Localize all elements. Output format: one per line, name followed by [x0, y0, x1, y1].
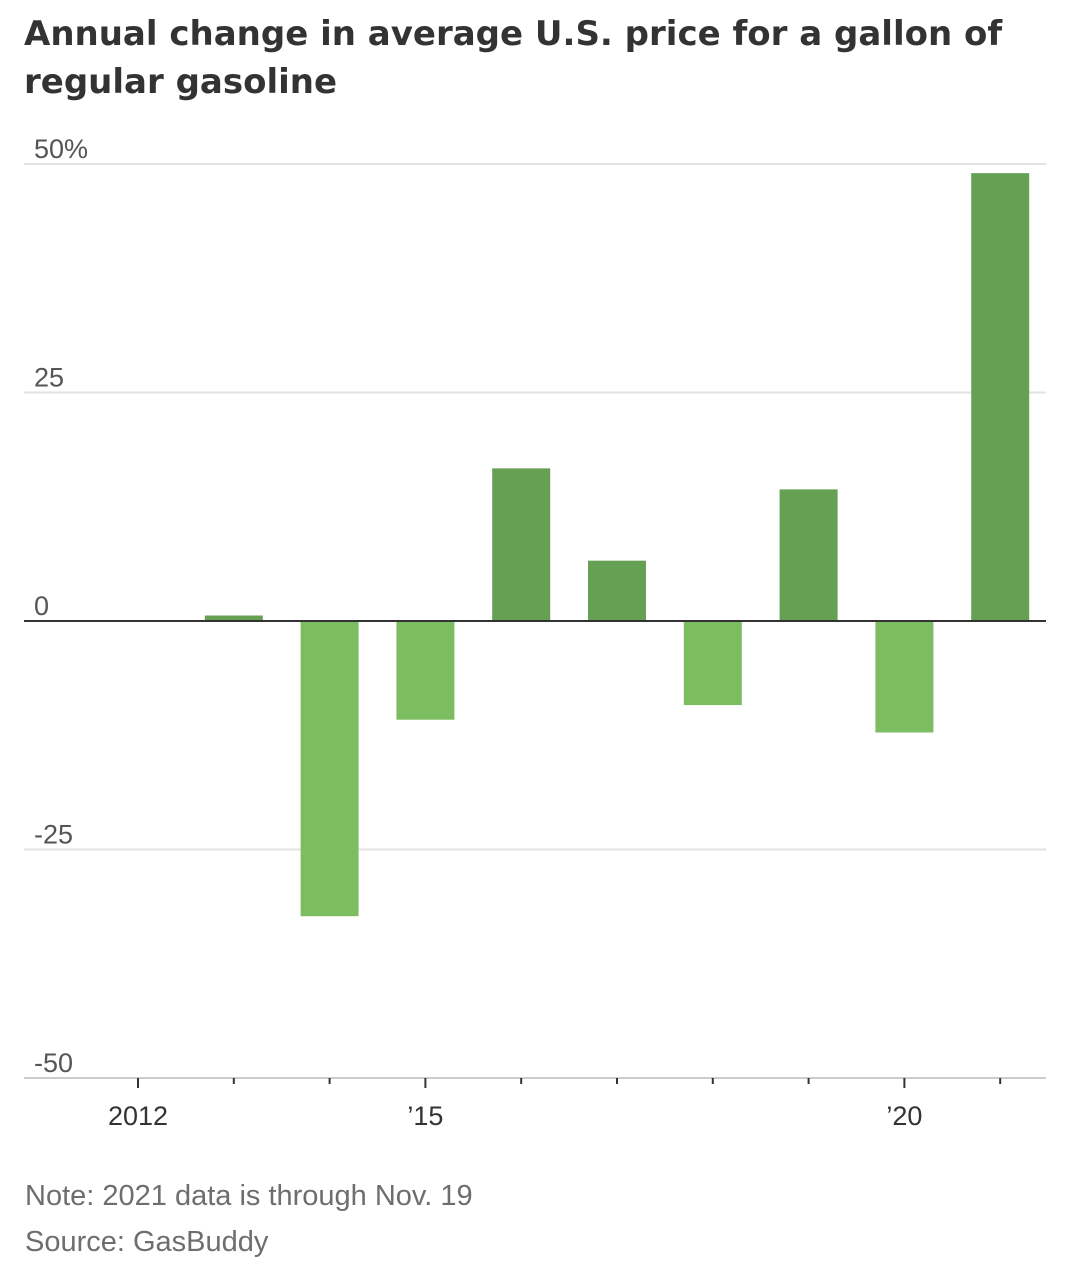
y-tick-label: -50 — [34, 1048, 73, 1078]
chart-title: Annual change in average U.S. price for … — [24, 14, 1003, 102]
bar-2014 — [300, 621, 359, 917]
bar-2015 — [396, 621, 455, 720]
x-tick-label: ’20 — [886, 1101, 922, 1131]
y-tick-label: 50% — [34, 134, 88, 164]
x-tick-label: ’15 — [407, 1101, 443, 1131]
bar-2013 — [204, 615, 263, 621]
bar-2016 — [492, 468, 551, 621]
y-tick-label: -25 — [34, 820, 73, 850]
bar-2018 — [683, 621, 742, 706]
y-tick-label: 0 — [34, 591, 49, 621]
chart-source: Source: GasBuddy — [25, 1226, 269, 1258]
chart-note: Note: 2021 data is through Nov. 19 — [25, 1180, 473, 1212]
bar-2021 — [971, 173, 1030, 621]
y-tick-label: 25 — [34, 363, 64, 393]
bar-2017 — [588, 560, 646, 621]
bar-2019 — [779, 489, 838, 621]
bar-chart: 50% 25 0 -25 -50 2012 ’15 ’20 — [24, 134, 1046, 1131]
x-tick-label: 2012 — [108, 1101, 168, 1131]
bar-2020 — [875, 621, 934, 733]
